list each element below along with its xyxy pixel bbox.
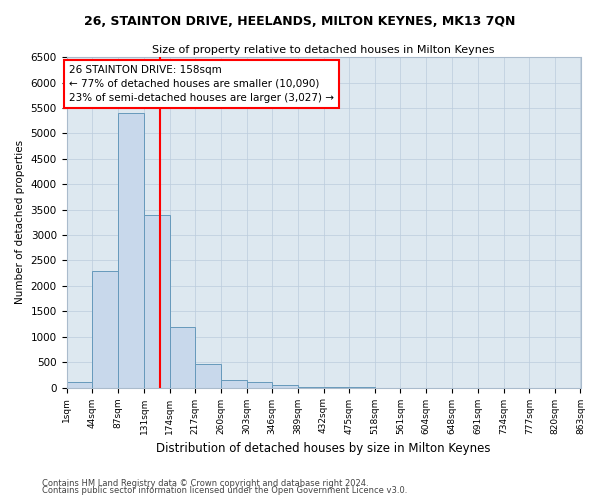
X-axis label: Distribution of detached houses by size in Milton Keynes: Distribution of detached houses by size … (156, 442, 491, 455)
Bar (92, 270, 118, 388)
Text: Contains public sector information licensed under the Open Government Licence v3: Contains public sector information licen… (42, 486, 407, 495)
Bar (118, 113, 144, 388)
Title: Size of property relative to detached houses in Milton Keynes: Size of property relative to detached ho… (152, 45, 495, 55)
Y-axis label: Number of detached properties: Number of detached properties (15, 140, 25, 304)
Bar (272, 385, 298, 388)
Bar (298, 386, 323, 388)
Bar (196, 364, 221, 388)
Bar (247, 382, 272, 388)
Text: Contains HM Land Registry data © Crown copyright and database right 2024.: Contains HM Land Registry data © Crown c… (42, 478, 368, 488)
Bar (170, 326, 196, 388)
Text: 26, STAINTON DRIVE, HEELANDS, MILTON KEYNES, MK13 7QN: 26, STAINTON DRIVE, HEELANDS, MILTON KEY… (85, 15, 515, 28)
Bar (67, 382, 92, 388)
Bar (221, 380, 247, 388)
Text: 26 STAINTON DRIVE: 158sqm
← 77% of detached houses are smaller (10,090)
23% of s: 26 STAINTON DRIVE: 158sqm ← 77% of detac… (69, 65, 334, 103)
Bar (144, 214, 170, 388)
